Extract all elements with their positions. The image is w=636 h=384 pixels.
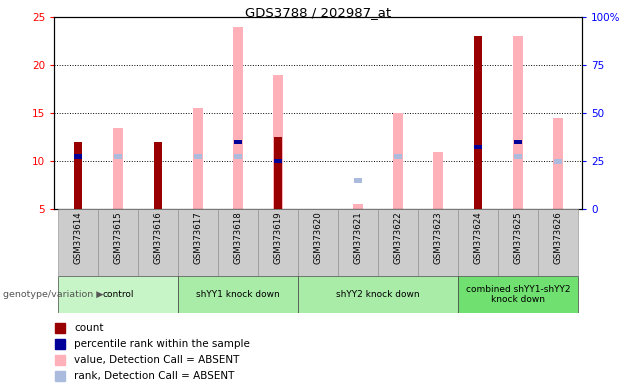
Bar xyxy=(298,276,458,313)
Text: percentile rank within the sample: percentile rank within the sample xyxy=(74,339,250,349)
Bar xyxy=(393,113,403,209)
Text: control: control xyxy=(102,290,134,299)
Text: shYY2 knock down: shYY2 knock down xyxy=(336,290,420,299)
Bar xyxy=(354,178,363,183)
Bar xyxy=(273,75,283,209)
Text: GSM373624: GSM373624 xyxy=(473,211,483,264)
Bar xyxy=(74,142,81,209)
Bar xyxy=(114,154,123,159)
Bar xyxy=(258,209,298,276)
Bar xyxy=(234,140,242,144)
Bar xyxy=(474,145,481,149)
Bar xyxy=(538,209,578,276)
Bar xyxy=(154,159,162,164)
Text: count: count xyxy=(74,323,104,333)
Text: genotype/variation ▶: genotype/variation ▶ xyxy=(3,290,104,299)
Text: GSM373621: GSM373621 xyxy=(354,211,363,264)
Bar xyxy=(178,276,298,313)
Bar xyxy=(98,209,138,276)
Bar xyxy=(458,276,578,313)
Text: GSM373620: GSM373620 xyxy=(314,211,322,264)
Bar xyxy=(178,209,218,276)
Text: GSM373616: GSM373616 xyxy=(153,211,163,264)
Bar xyxy=(298,209,338,276)
Bar xyxy=(418,209,458,276)
Bar xyxy=(513,36,523,209)
Text: rank, Detection Call = ABSENT: rank, Detection Call = ABSENT xyxy=(74,371,235,381)
Text: shYY1 knock down: shYY1 knock down xyxy=(196,290,280,299)
Text: GSM373618: GSM373618 xyxy=(233,211,242,264)
Text: GSM373623: GSM373623 xyxy=(434,211,443,264)
Bar xyxy=(58,276,178,313)
Bar xyxy=(274,159,282,164)
Bar xyxy=(553,159,562,164)
Bar xyxy=(458,209,498,276)
Bar xyxy=(233,154,242,159)
Bar xyxy=(58,209,98,276)
Text: GSM373622: GSM373622 xyxy=(394,211,403,264)
Bar xyxy=(433,152,443,209)
Bar xyxy=(498,209,538,276)
Bar xyxy=(193,109,203,209)
Text: combined shYY1-shYY2
knock down: combined shYY1-shYY2 knock down xyxy=(466,285,570,305)
Bar xyxy=(138,209,178,276)
Bar xyxy=(553,118,563,209)
Text: GSM373625: GSM373625 xyxy=(513,211,522,264)
Bar xyxy=(233,27,243,209)
Bar xyxy=(394,154,403,159)
Bar xyxy=(378,209,418,276)
Text: GSM373619: GSM373619 xyxy=(273,211,282,264)
Bar xyxy=(193,154,202,159)
Bar xyxy=(218,209,258,276)
Text: value, Detection Call = ABSENT: value, Detection Call = ABSENT xyxy=(74,355,240,365)
Bar xyxy=(113,128,123,209)
Text: GDS3788 / 202987_at: GDS3788 / 202987_at xyxy=(245,6,391,19)
Bar xyxy=(513,154,522,159)
Text: GSM373617: GSM373617 xyxy=(193,211,202,264)
Text: GSM373615: GSM373615 xyxy=(114,211,123,264)
Bar xyxy=(273,154,282,159)
Text: GSM373614: GSM373614 xyxy=(74,211,83,264)
Bar xyxy=(74,154,82,159)
Bar xyxy=(515,140,522,144)
Bar xyxy=(274,137,282,209)
Bar xyxy=(338,209,378,276)
Bar xyxy=(155,142,162,209)
Text: GSM373626: GSM373626 xyxy=(553,211,562,264)
Bar xyxy=(353,205,363,209)
Bar xyxy=(474,36,481,209)
